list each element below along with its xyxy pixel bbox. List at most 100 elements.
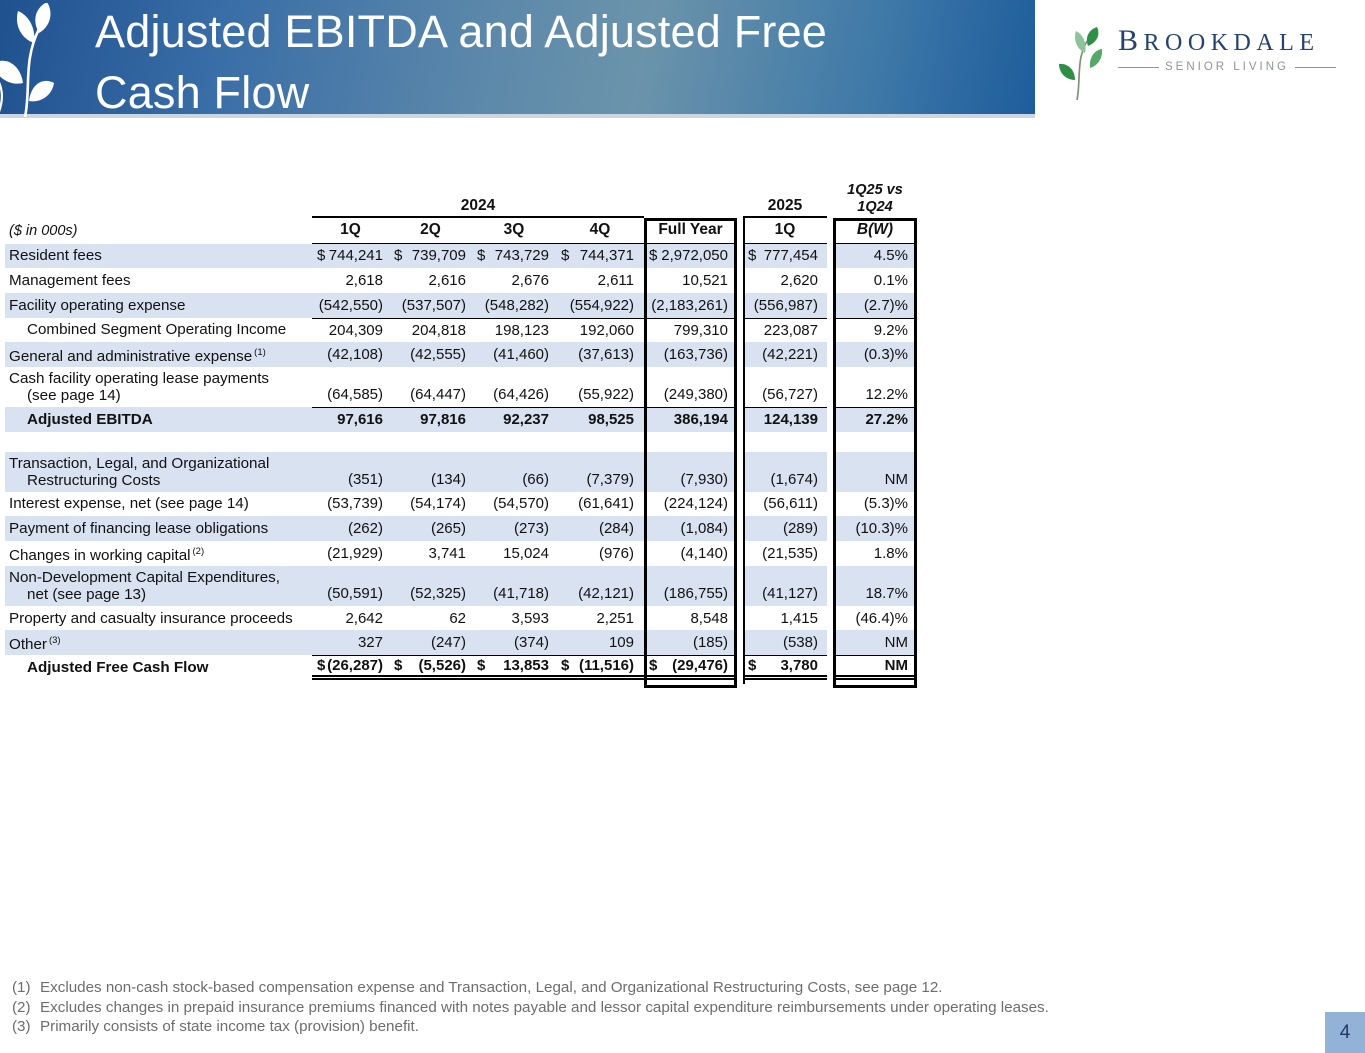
table-cell: (61,641): [578, 495, 634, 513]
logo-tagline-row: SENIOR LIVING: [1118, 61, 1336, 73]
table-cell: 2,620: [780, 272, 818, 290]
table-cell: $2,972,050: [644, 243, 737, 269]
compare-line1: 1Q25 vs: [847, 182, 903, 198]
table-cell: (54,570): [493, 495, 549, 513]
column-header-3q-2024: 3Q: [472, 218, 556, 244]
table-cell: 799,310: [644, 317, 737, 343]
table-cell: 92,237: [472, 406, 556, 432]
table-cell: 386,194: [644, 406, 737, 432]
table-cell: (50,591): [312, 565, 389, 606]
table-cell: 98,525: [556, 406, 644, 432]
column-header-1q-2025: 1Q: [743, 218, 827, 244]
table-cell: (265): [389, 516, 472, 541]
table-cell: (556,987): [743, 292, 827, 318]
table-cell: 97,816: [389, 406, 472, 432]
slide-title: Adjusted EBITDA and Adjusted Free Cash F…: [95, 1, 827, 123]
table-cell: (4,140): [680, 544, 728, 562]
table-cell: 8,548: [690, 609, 728, 627]
table-cell: $3,780: [743, 655, 827, 681]
table-cell: 2,616: [428, 272, 466, 290]
row-label: Adjusted EBITDA: [5, 406, 312, 432]
table-cell: (537,507): [389, 292, 472, 318]
table-cell: 0.1%: [873, 272, 908, 290]
table-cell: 109: [556, 630, 644, 656]
table-cell: (56,611): [763, 495, 818, 513]
table-cell: (554,922): [556, 292, 644, 318]
table-cell: (185): [644, 630, 737, 656]
units-label: ($ in 000s): [9, 222, 78, 239]
table-cell: (976): [598, 544, 634, 562]
brookdale-logo: BROOKDALE SENIOR LIVING: [1056, 24, 1350, 107]
page-number-badge: 4: [1325, 1012, 1365, 1053]
table-cell: (64,426): [493, 385, 549, 403]
table-cell: (186,755): [644, 565, 737, 606]
table-cell: (0.3)%: [833, 342, 917, 367]
group-header-2024: 2024: [312, 180, 644, 218]
table-cell: 204,309: [312, 317, 389, 343]
table-cell: NM: [833, 655, 917, 681]
table-cell: $777,454: [743, 243, 827, 269]
slide-title-line1: Adjusted EBITDA and Adjusted Free: [95, 6, 828, 57]
table-cell: (66): [472, 451, 556, 492]
row-label: Other (3): [5, 630, 312, 656]
table-cell: (64,585): [327, 385, 383, 403]
table-cell: (351): [312, 451, 389, 492]
row-label: Transaction, Legal, and Organizational Re…: [5, 451, 312, 492]
table-cell: (374): [472, 630, 556, 656]
table-cell: 15,024: [503, 544, 549, 562]
table-cell: 2,618: [345, 272, 383, 290]
column-header-bw: B(W): [833, 218, 917, 244]
financial-table: 2024 2025 1Q25 vs 1Q24 ($ in 000s) 1Q 2Q…: [5, 180, 917, 689]
slide-title-line2: Cash Flow: [95, 67, 310, 118]
table-cell: 12.2%: [865, 385, 908, 403]
group-header-2025: 2025: [743, 180, 827, 218]
row-label: Management fees: [9, 272, 131, 290]
table-cell: (262): [312, 516, 389, 541]
logo-tagline: SENIOR LIVING: [1165, 61, 1289, 73]
table-cell: $744,241: [312, 243, 389, 269]
table-cell: (2.7)%: [833, 292, 917, 318]
table-cell: (134): [389, 451, 472, 492]
table-cell: (41,127): [743, 565, 827, 606]
compare-line2: 1Q24: [857, 198, 893, 215]
table-cell: 2,676: [511, 272, 549, 290]
table-cell: (56,727): [762, 385, 818, 403]
row-label: Interest expense, net (see page 14): [9, 495, 249, 513]
logo-text: BROOKDALE SENIOR LIVING: [1118, 24, 1336, 73]
row-label: Resident fees: [5, 243, 312, 269]
table-cell: (41,718): [472, 565, 556, 606]
table-cell: (52,325): [389, 565, 472, 606]
table-cell: NM: [833, 630, 917, 656]
table-cell: NM: [833, 451, 917, 492]
table-cell: (53,739): [327, 495, 383, 513]
table-cell: 3,593: [511, 609, 549, 627]
table-cell: (21,535): [762, 544, 818, 562]
table-cell: 223,087: [743, 317, 827, 343]
table-cell: 2,251: [596, 609, 634, 627]
table-cell: (289): [743, 516, 827, 541]
table-cell: $744,371: [556, 243, 644, 269]
footnote-line: (1) Excludes non-cash stock-based compens…: [12, 979, 943, 996]
table-cell: 204,818: [389, 317, 472, 343]
table-cell: $743,729: [472, 243, 556, 269]
table-cell: (2,183,261): [644, 292, 737, 318]
table-cell: (42,555): [389, 342, 472, 367]
table-cell: 2,642: [345, 609, 383, 627]
table-cell: (249,380): [663, 385, 728, 403]
footnote-line: (2) Excludes changes in prepaid insurance…: [12, 998, 1049, 1016]
table-cell: 124,139: [743, 406, 827, 432]
row-label: Property and casualty insurance proceeds: [9, 609, 293, 627]
tagline-rule-left: [1118, 66, 1159, 68]
table-cell: (64,447): [410, 385, 466, 403]
logo-leaf-icon: [1056, 26, 1108, 107]
table-cell: (55,922): [578, 385, 634, 403]
table-cell: (10.3)%: [833, 516, 917, 541]
row-label: Combined Segment Operating Income: [27, 321, 287, 339]
table-cell: (1,674): [743, 451, 827, 492]
logo-name: BROOKDALE: [1118, 24, 1320, 57]
table-cell: (42,221): [743, 342, 827, 367]
table-cell: $739,709: [389, 243, 472, 269]
row-label: Changes in working capital (2): [9, 545, 205, 564]
table-cell: 4.5%: [833, 243, 917, 269]
